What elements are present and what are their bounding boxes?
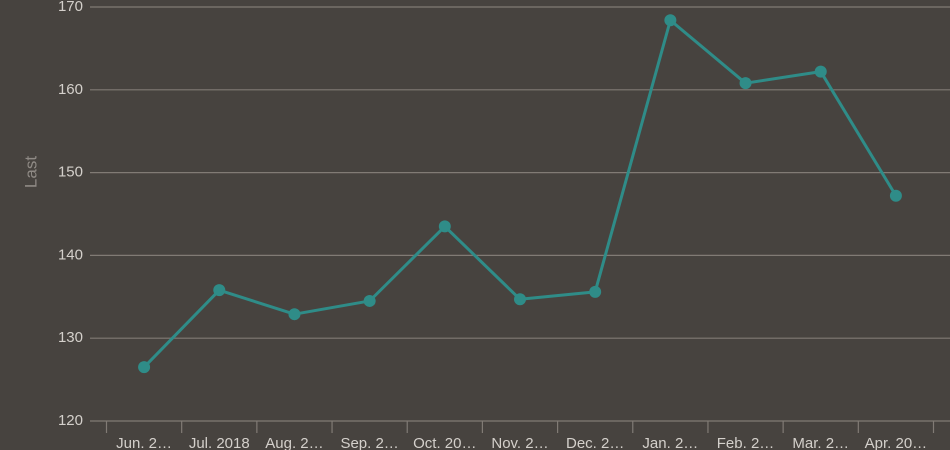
y-tick-label: 130: [58, 329, 83, 346]
data-point: [664, 14, 677, 27]
x-tick-label: Jun. 2…: [116, 435, 172, 450]
x-tick-label: Apr. 20…: [865, 435, 928, 450]
data-point: [889, 189, 902, 202]
y-tick-label: 140: [58, 246, 83, 263]
x-tick-label: Oct. 20…: [413, 435, 476, 450]
x-tick-label: Mar. 2…: [792, 435, 849, 450]
data-point: [814, 65, 827, 78]
data-point: [589, 285, 602, 298]
x-tick-label: Dec. 2…: [566, 435, 624, 450]
y-tick-label: 150: [58, 164, 83, 181]
y-tick-label: 160: [58, 81, 83, 98]
data-point: [288, 308, 301, 321]
y-axis-label: Last: [21, 156, 40, 188]
data-point: [739, 77, 752, 90]
x-tick-label: Aug. 2…: [265, 435, 323, 450]
data-point: [514, 293, 526, 306]
x-tick-label: Jul. 2018: [189, 435, 250, 450]
x-tick-label: Feb. 2…: [717, 435, 775, 450]
data-point: [438, 220, 451, 233]
data-point: [363, 294, 376, 307]
data-point: [213, 284, 226, 297]
data-point: [138, 361, 151, 374]
y-tick-label: 170: [58, 0, 83, 15]
x-tick-label: Sep. 2…: [340, 435, 398, 450]
x-tick-label: Jan. 2…: [642, 435, 698, 450]
x-tick-label: Nov. 2…: [491, 435, 548, 450]
y-tick-label: 120: [58, 412, 83, 429]
